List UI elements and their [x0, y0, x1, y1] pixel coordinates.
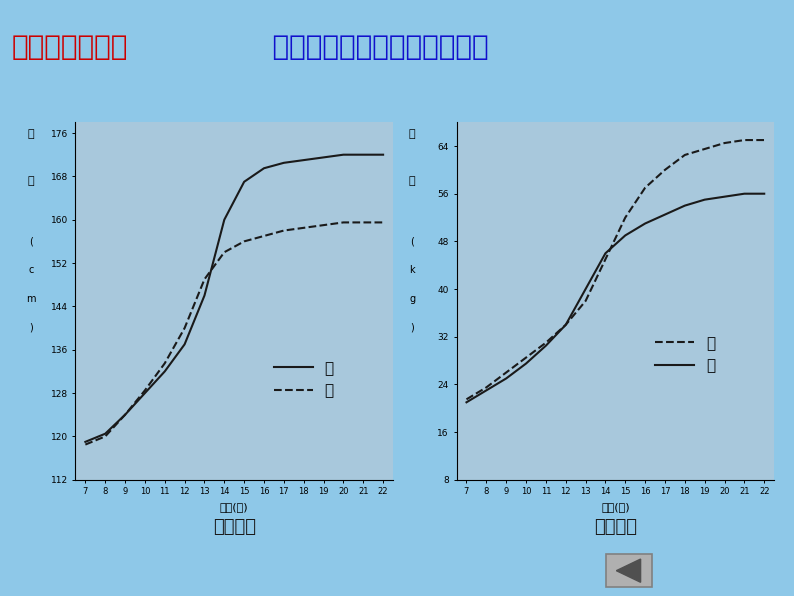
- Text: k: k: [409, 265, 415, 275]
- Text: (: (: [29, 237, 33, 247]
- Text: 体: 体: [409, 129, 415, 139]
- Text: ): ): [410, 322, 414, 333]
- Bar: [606, 554, 653, 587]
- X-axis label: 年龄(岁): 年龄(岁): [601, 502, 630, 512]
- Text: (: (: [410, 237, 414, 247]
- Text: 体重变化: 体重变化: [594, 519, 637, 536]
- Text: m: m: [26, 294, 36, 304]
- Text: 重: 重: [409, 176, 415, 186]
- Text: 高: 高: [28, 176, 34, 186]
- Text: 身: 身: [28, 129, 34, 139]
- Legend: 男, 女: 男, 女: [268, 355, 340, 405]
- Text: 身高变化: 身高变化: [213, 519, 256, 536]
- Text: c: c: [29, 265, 33, 275]
- Text: g: g: [409, 294, 415, 304]
- Text: 男、女生身高、体重迅速增加: 男、女生身高、体重迅速增加: [234, 33, 489, 61]
- Legend: 男, 女: 男, 女: [649, 330, 721, 380]
- Polygon shape: [616, 559, 641, 582]
- Text: 青春期特点一：: 青春期特点一：: [12, 33, 129, 61]
- Text: ): ): [29, 322, 33, 333]
- X-axis label: 年龄(岁): 年龄(岁): [220, 502, 249, 512]
